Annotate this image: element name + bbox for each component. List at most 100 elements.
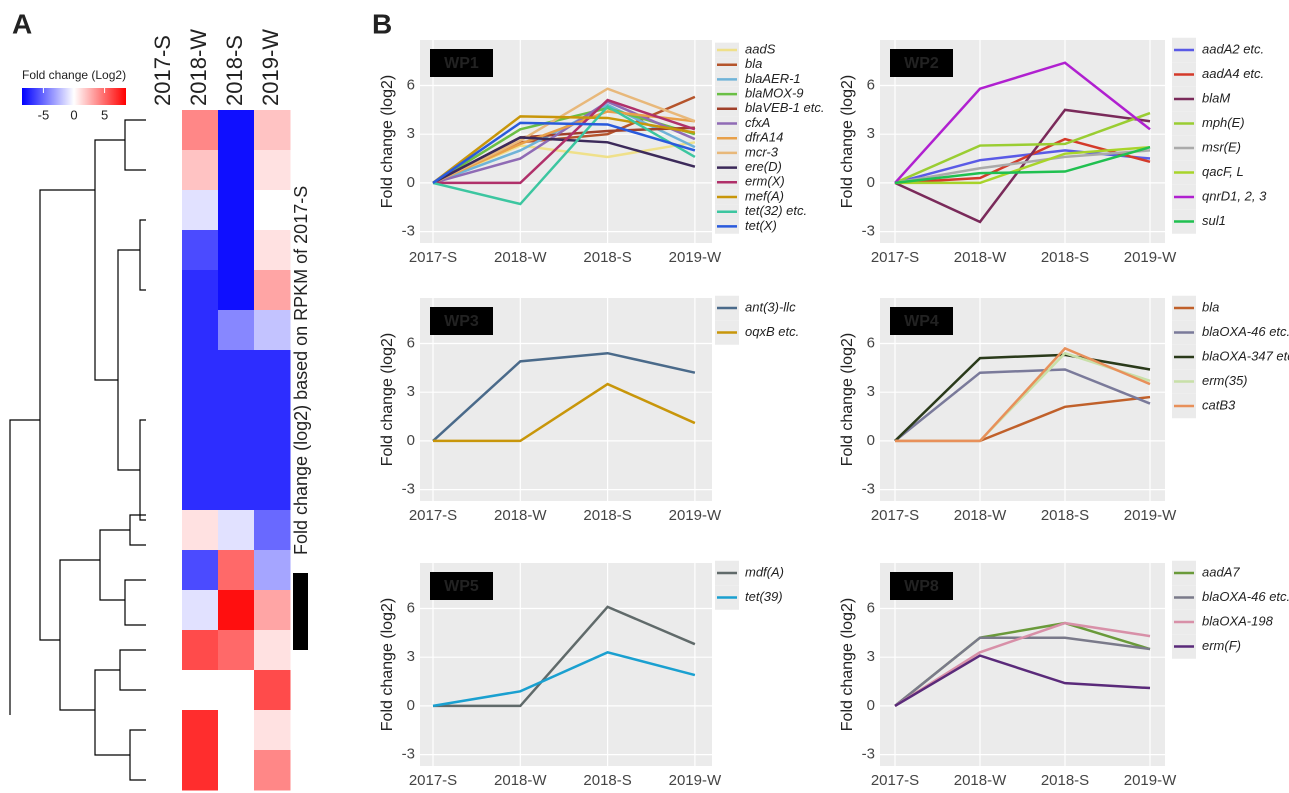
- series-line: [432, 650, 696, 708]
- heatmap-cell: [182, 150, 219, 191]
- heatmap-cell: [254, 550, 291, 591]
- y-tick-label: 6: [407, 76, 415, 93]
- heatmap-cell: [218, 350, 255, 391]
- x-tick-label: 2017-S: [409, 772, 457, 789]
- heatmap-cell: [254, 470, 291, 511]
- legend-label: mef(A): [745, 188, 784, 203]
- chart-title: WP2: [904, 55, 939, 72]
- line-chart: -3 0 3 6 2017-S 2018-W 2018-S 2019-W Fold change…: [379, 295, 799, 524]
- chart-title: WP5: [444, 578, 479, 595]
- legend-label: erm(35): [1202, 373, 1248, 388]
- title-box: [890, 307, 953, 335]
- legend-label: qnrD1, 2, 3: [1202, 188, 1267, 203]
- series-line: [432, 351, 696, 442]
- heatmap-cell: [182, 550, 219, 591]
- legend-label: aadA7: [1202, 564, 1240, 579]
- chart-title: WP3: [444, 313, 479, 330]
- y-axis-label: Fold change (log2): [379, 333, 396, 466]
- legend-label: aadA4 etc.: [1202, 66, 1264, 81]
- dendrogram: [9, 119, 146, 781]
- series-line: [432, 115, 696, 184]
- legend-label: erm(F): [1202, 638, 1241, 653]
- heatmap-cell: [146, 270, 183, 311]
- heatmap-cell: [182, 670, 219, 711]
- heatmap-cell: [254, 190, 291, 231]
- x-tick-label: 2018-W: [494, 507, 547, 524]
- legend-label: blaAER-1: [745, 71, 801, 86]
- legend-label: ant(3)-llc: [745, 299, 796, 314]
- heatmap-cell: [182, 390, 219, 431]
- colorbar: [22, 88, 126, 105]
- y-tick-label: 3: [867, 125, 875, 142]
- heatmap-cell: [254, 230, 291, 271]
- cluster-bar: [293, 573, 308, 650]
- heatmap-cell: [254, 590, 291, 631]
- series-line: [433, 98, 696, 185]
- x-tick-label: 2019-W: [669, 772, 722, 789]
- series-line: [894, 368, 1151, 442]
- line-chart: -3 0 3 6 2017-S 2018-W 2018-S 2019-W Fold change…: [839, 37, 1267, 266]
- heatmap-cell: [146, 390, 183, 431]
- legend-label: cfxA: [745, 115, 770, 130]
- colorbar-tick-label: 0: [70, 107, 77, 122]
- legend-label: blaOXA-46 etc.: [1202, 324, 1289, 339]
- heatmap-cell: [146, 310, 183, 351]
- heatmap-cell: [218, 430, 255, 471]
- series-line: [432, 100, 696, 185]
- legend-label: mdf(A): [745, 564, 784, 579]
- legend-label: blaM: [1202, 90, 1230, 105]
- y-tick-label: 3: [407, 648, 415, 665]
- legend-label: blaOXA-46 etc.: [1202, 589, 1289, 604]
- line-chart: -3 0 3 6 2017-S 2018-W 2018-S 2019-W Fold change…: [839, 295, 1289, 524]
- y-tick-label: -3: [402, 746, 415, 763]
- x-tick-label: 2019-W: [1124, 772, 1177, 789]
- column-label: 2019-W: [258, 29, 283, 106]
- x-tick-label: 2018-S: [583, 772, 631, 789]
- line-chart: -3 0 3 6 2017-S 2018-W 2018-S 2019-W Fold change…: [839, 560, 1289, 789]
- y-tick-label: -3: [402, 481, 415, 498]
- legend-label: sul1: [1202, 213, 1226, 228]
- chart-title: WP4: [904, 313, 939, 330]
- y-tick-label: 6: [407, 599, 415, 616]
- series-line: [894, 111, 1151, 185]
- y-tick-label: 6: [867, 76, 875, 93]
- x-tick-label: 2018-S: [583, 507, 631, 524]
- colorbar-title: Fold change (Log2): [22, 68, 126, 82]
- heatmap-cell: [146, 590, 183, 631]
- x-tick-label: 2019-W: [1124, 507, 1177, 524]
- heatmap-cell: [254, 430, 291, 471]
- series-line: [894, 353, 1151, 442]
- x-tick-label: 2018-W: [954, 249, 1007, 266]
- heatmap-cell: [182, 750, 219, 791]
- legend-label: oqxB etc.: [745, 324, 799, 339]
- x-tick-label: 2018-S: [1041, 507, 1089, 524]
- x-tick-label: 2017-S: [871, 772, 919, 789]
- y-axis-label: Fold change (log2): [379, 75, 396, 208]
- heatmap-cell: [146, 750, 183, 791]
- legend-label: blaOXA-347 etc.: [1202, 348, 1289, 363]
- series-line: [432, 104, 696, 206]
- legend-label: qacF, L: [1202, 164, 1244, 179]
- series-line: [432, 110, 696, 185]
- heatmap-cell: [254, 630, 291, 671]
- heatmap-cell: [182, 230, 219, 271]
- chart-title: WP8: [904, 578, 939, 595]
- legend-label: ere(D): [745, 159, 782, 174]
- heatmap-cell: [182, 110, 219, 151]
- y-tick-label: -3: [862, 223, 875, 240]
- colorbar-tick-label: 5: [101, 107, 108, 122]
- x-tick-label: 2018-W: [954, 507, 1007, 524]
- series-line: [894, 654, 1151, 707]
- heatmap-cell: [254, 110, 291, 151]
- heatmap-cell: [146, 630, 183, 671]
- heatmap-cell: [146, 230, 183, 271]
- heatmap-cell: [146, 430, 183, 471]
- y-tick-label: -3: [862, 746, 875, 763]
- x-tick-label: 2018-S: [1041, 249, 1089, 266]
- side-label: Fold change (log2) based on RPKM of 2017…: [291, 186, 311, 555]
- heatmap-cell: [182, 430, 219, 471]
- series-line: [433, 382, 696, 443]
- y-tick-label: 0: [867, 174, 875, 191]
- x-tick-label: 2017-S: [871, 249, 919, 266]
